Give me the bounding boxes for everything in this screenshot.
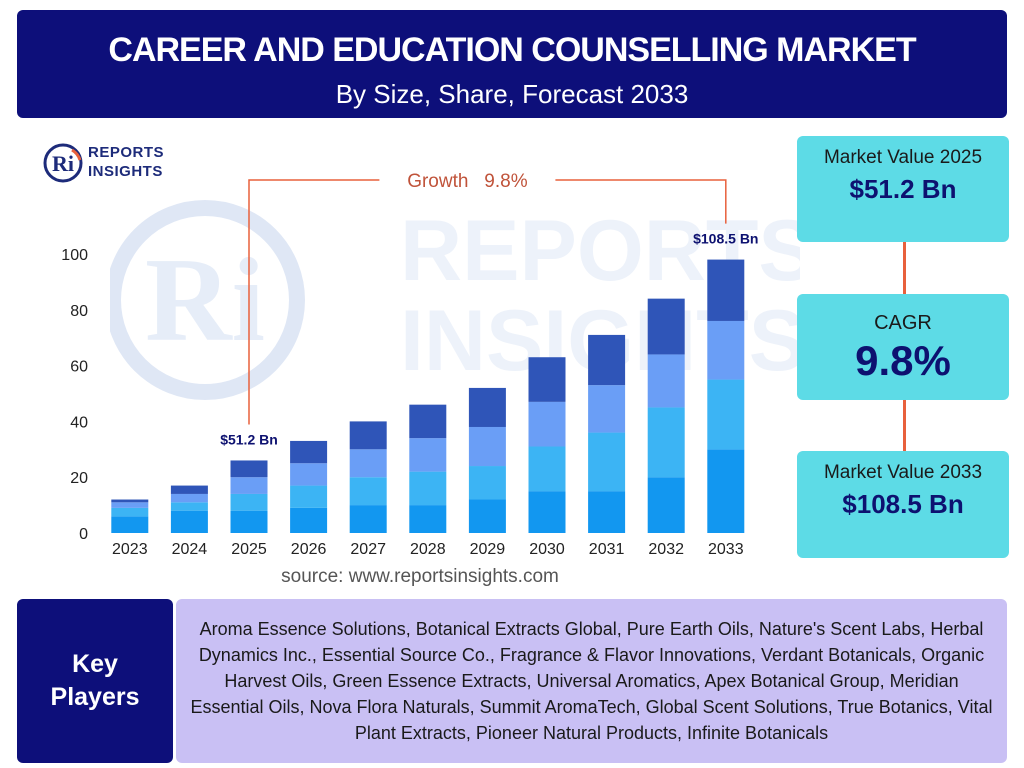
bar-segment <box>468 466 506 500</box>
x-axis: 2023 2024 2025 2026 2027 2028 2029 2030 2031 2032… <box>112 541 744 558</box>
bar-segment <box>111 502 149 508</box>
page-subtitle: By Size, Share, Forecast 2033 <box>335 79 689 109</box>
bar-segment <box>528 491 566 533</box>
bar-segment <box>170 510 208 533</box>
key-players-heading-box: Key Players <box>17 599 173 763</box>
bar-segment <box>707 379 745 450</box>
bar-segment <box>230 460 268 478</box>
bar-segment <box>468 499 506 533</box>
bar-segment <box>170 493 208 503</box>
brand-logo: Ri REPORTS INSIGHTS <box>42 142 182 186</box>
bar-segment <box>468 387 506 427</box>
bar-segment <box>528 446 566 492</box>
key-players-list-box: Aroma Essence Solutions, Botanical Extra… <box>176 599 1007 763</box>
bar-segment <box>409 505 447 533</box>
x-tick-label: 2027 <box>350 541 386 558</box>
bar-segment <box>588 491 626 533</box>
x-tick-label: 2024 <box>172 541 208 558</box>
bar-segment <box>290 485 328 508</box>
x-tick-label: 2028 <box>410 541 446 558</box>
kpi-value: $108.5 Bn <box>842 489 964 519</box>
bar-segment <box>409 471 447 506</box>
bar-segment <box>707 449 745 533</box>
growth-label: Growth 9.8% <box>407 171 527 192</box>
kpi-label: Market Value 2025 <box>823 147 983 168</box>
page-title: CAREER AND EDUCATION COUNSELLING MARKET <box>108 31 916 69</box>
y-tick-label: 80 <box>70 303 88 320</box>
header-banner: CAREER AND EDUCATION COUNSELLING MARKET … <box>17 10 1007 118</box>
bar-segment <box>528 357 566 402</box>
data-label: $108.5 Bn <box>693 231 758 247</box>
bar-segment <box>111 516 149 533</box>
x-tick-label: 2031 <box>589 541 625 558</box>
logo-mark-text: Ri <box>52 151 74 176</box>
bar-segment <box>647 298 685 355</box>
bar-segment <box>707 320 745 380</box>
logo-text-line2: INSIGHTS <box>88 163 163 180</box>
bar-segment <box>349 477 387 506</box>
data-label: $51.2 Bn <box>220 431 278 447</box>
bar-segment <box>588 432 626 492</box>
y-tick-label: 40 <box>70 414 88 431</box>
bar-segment <box>111 507 149 517</box>
source-note: source: www.reportsinsights.com <box>281 566 559 587</box>
y-tick-label: 20 <box>70 470 88 487</box>
x-tick-label: 2033 <box>708 541 744 558</box>
kpi-connector <box>903 400 906 451</box>
x-tick-label: 2030 <box>529 541 565 558</box>
bar-segment <box>290 463 328 486</box>
x-tick-label: 2025 <box>231 541 267 558</box>
y-axis: 0 20 40 60 80 100 <box>61 247 88 543</box>
key-players-list: Aroma Essence Solutions, Botanical Extra… <box>190 619 993 743</box>
bar-segment <box>230 493 268 511</box>
growth-label-background <box>379 168 556 192</box>
kpi-connector <box>903 242 906 294</box>
bar-segment <box>290 507 328 533</box>
bar-segment <box>409 438 447 472</box>
kpi-cagr: CAGR 9.8% <box>797 294 1009 400</box>
x-tick-label: 2029 <box>470 541 506 558</box>
bar-segment <box>290 440 328 464</box>
bar-segment <box>707 259 745 321</box>
bar-segment <box>349 449 387 478</box>
data-labels: $51.2 Bn $108.5 Bn <box>220 231 758 448</box>
bar-segment <box>468 426 506 467</box>
bar-segment <box>528 401 566 447</box>
x-tick-label: 2032 <box>648 541 684 558</box>
bar-segment <box>111 499 149 503</box>
bar-segment <box>230 477 268 494</box>
y-tick-label: 100 <box>61 247 88 264</box>
bar-segment <box>170 485 208 494</box>
y-tick-label: 60 <box>70 359 88 376</box>
kpi-market-value-2025: Market Value 2025 $51.2 Bn <box>797 136 1009 242</box>
bar-segment <box>349 505 387 533</box>
kpi-value: 9.8% <box>855 337 951 384</box>
kpi-value: $51.2 Bn <box>849 174 957 204</box>
x-tick-label: 2026 <box>291 541 327 558</box>
bar-segment <box>647 354 685 408</box>
kpi-label: Market Value 2033 <box>823 462 983 483</box>
bar-segment <box>588 385 626 433</box>
bar-segment <box>588 334 626 386</box>
bar-series <box>111 259 745 533</box>
bar-segment <box>349 421 387 450</box>
y-tick-label: 0 <box>79 526 88 543</box>
x-tick-label: 2023 <box>112 541 148 558</box>
bar-segment <box>647 407 685 478</box>
bar-segment <box>409 404 447 439</box>
bar-segment <box>647 477 685 533</box>
key-players-label: Key Players <box>50 650 140 711</box>
logo-text-line1: REPORTS <box>88 144 165 161</box>
logo-mark-icon: Ri <box>43 143 83 183</box>
growth-annotation: Growth 9.8% <box>248 168 727 425</box>
bar-segment <box>230 510 268 533</box>
kpi-market-value-2033: Market Value 2033 $108.5 Bn <box>797 451 1009 558</box>
bar-segment <box>170 502 208 511</box>
kpi-label: CAGR <box>874 312 932 334</box>
